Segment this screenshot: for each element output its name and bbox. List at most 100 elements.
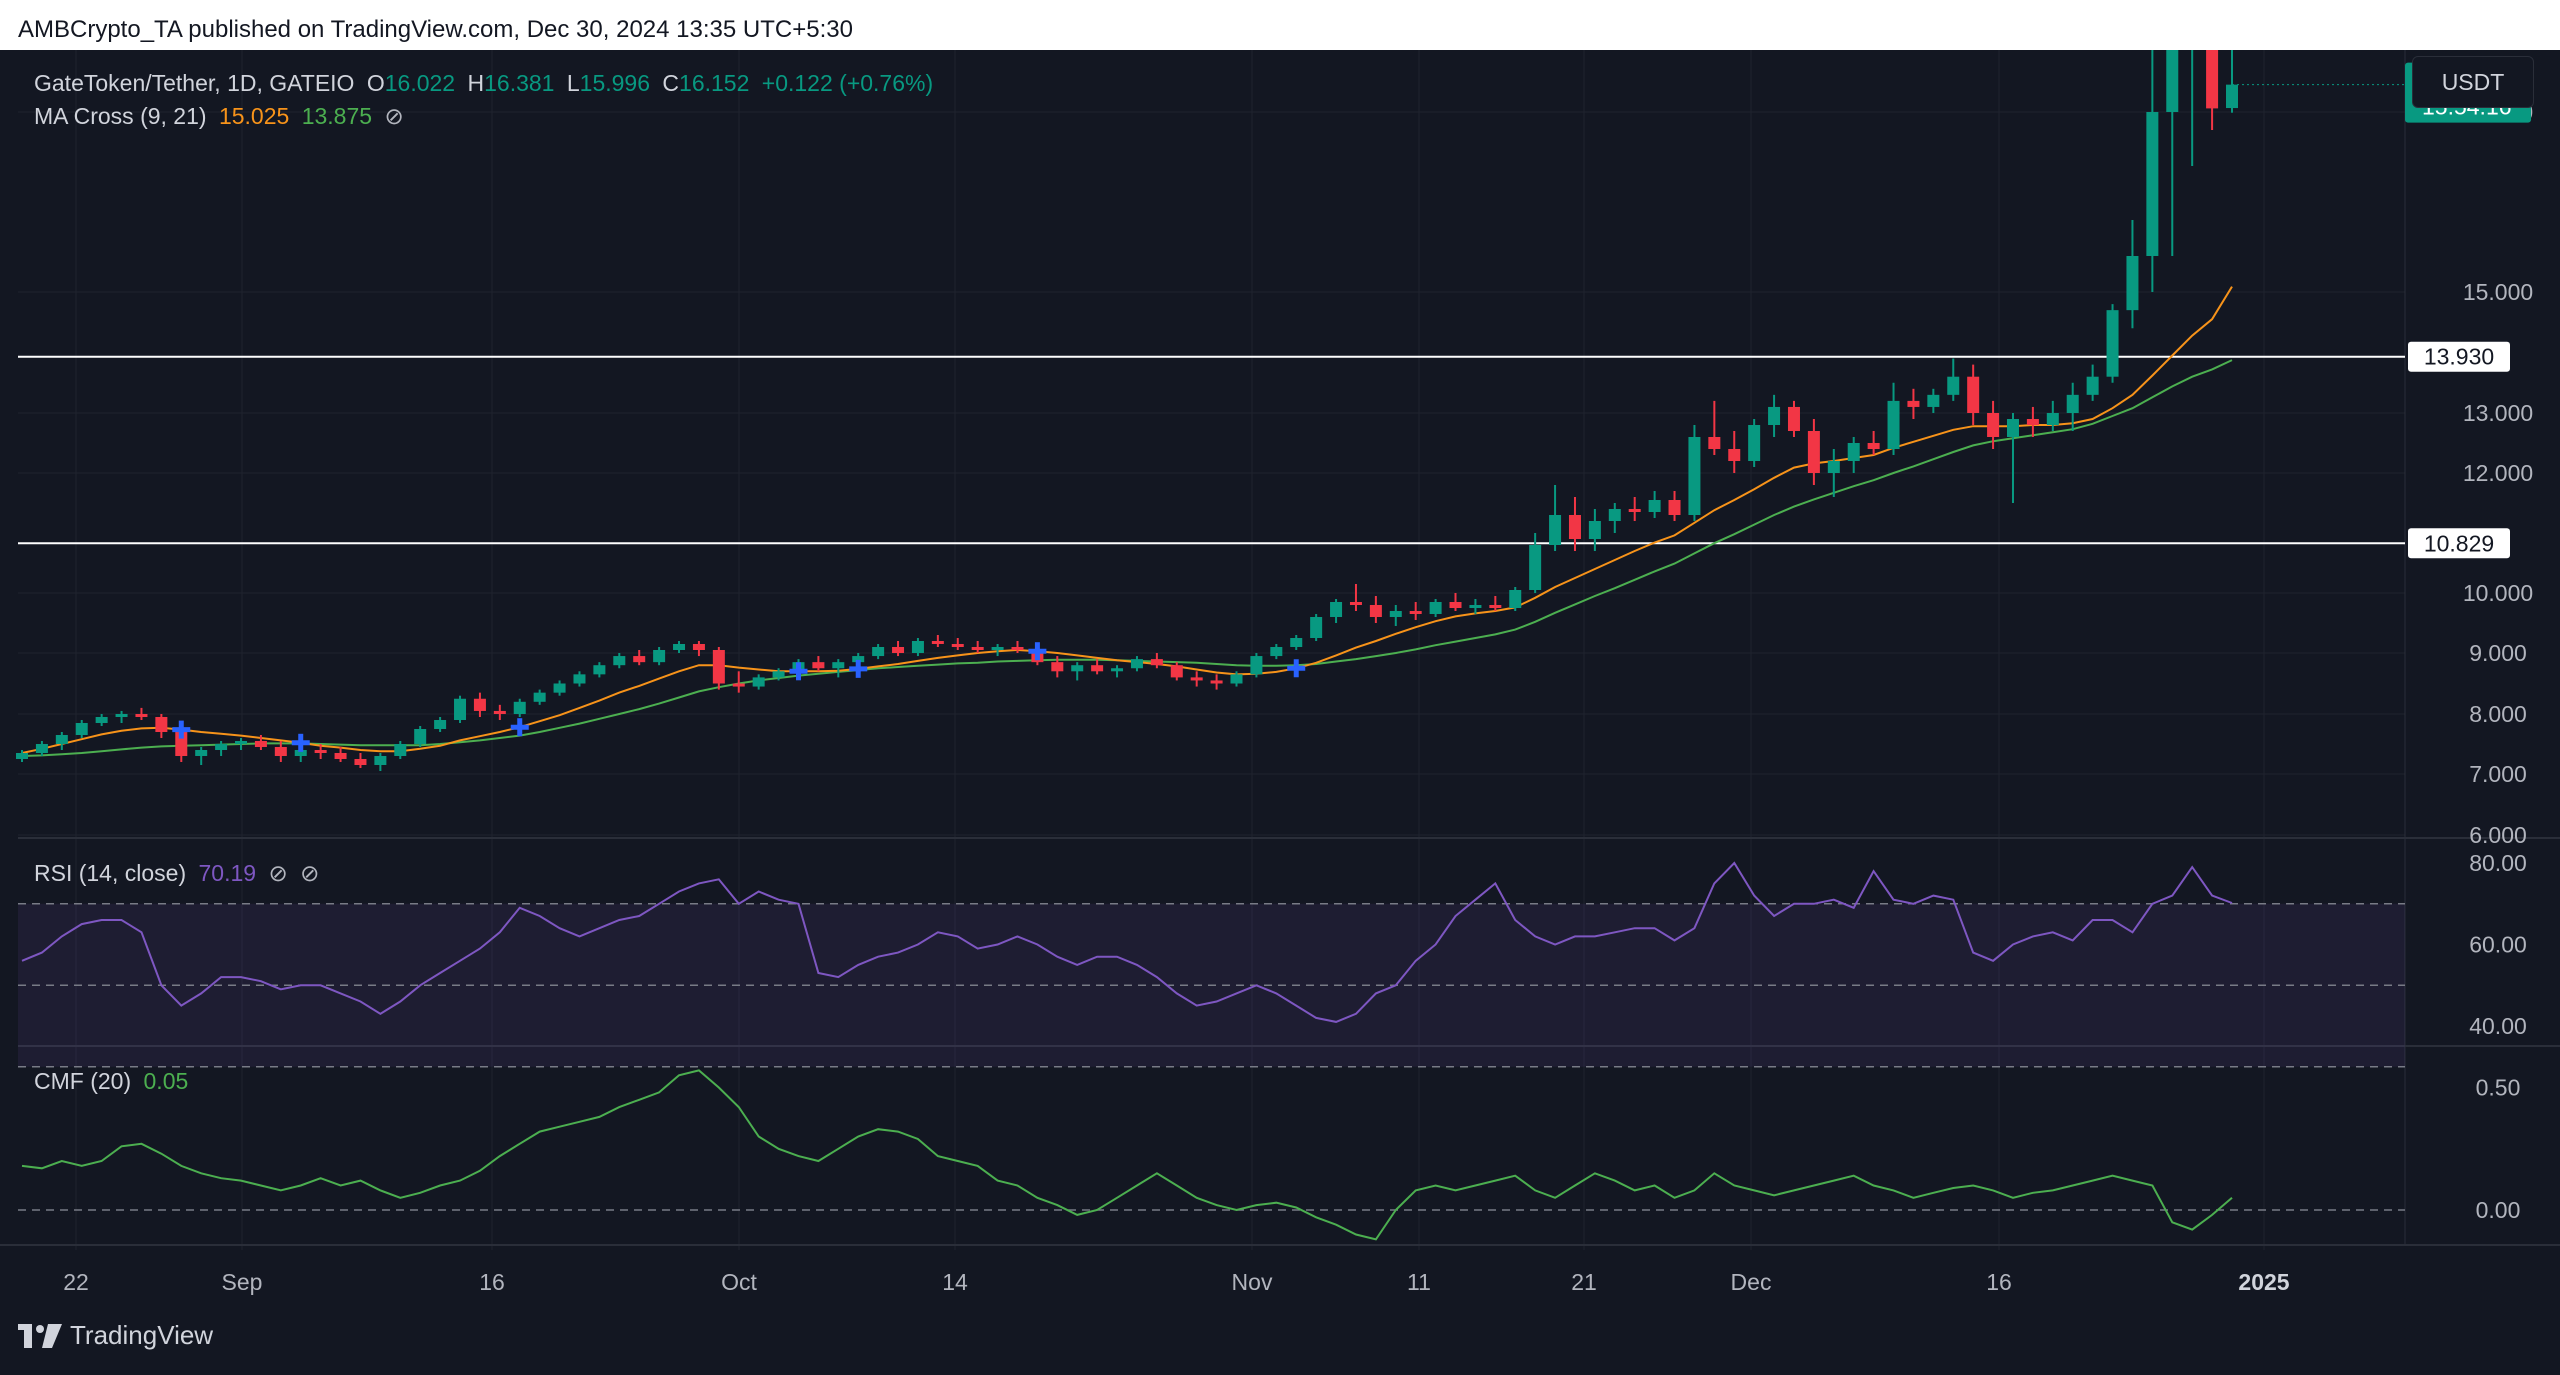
candle-body: [334, 753, 347, 759]
candle-body: [1170, 665, 1183, 678]
candle-body: [1708, 437, 1721, 449]
candle-body: [1668, 500, 1681, 515]
rsi-label[interactable]: RSI (14, close): [34, 860, 187, 886]
rsi-tick-label: 80.00: [2469, 850, 2527, 876]
currency-button[interactable]: USDT: [2412, 56, 2534, 108]
candle-body: [16, 753, 28, 759]
candle-body: [1330, 602, 1343, 617]
candle-body: [573, 674, 586, 684]
candle-body: [752, 677, 765, 687]
candle-body: [2106, 310, 2119, 377]
publish-info: AMBCrypto_TA published on TradingView.co…: [18, 16, 853, 43]
candle-body: [1509, 590, 1522, 608]
candle-body: [1887, 400, 1900, 449]
main-legend: GateToken/Tether, 1D, GATEIO O16.022 H16…: [34, 70, 939, 97]
candle-body: [1349, 602, 1362, 605]
candle-body: [1907, 400, 1920, 407]
ma-slow-value: 13.875: [301, 103, 373, 129]
cmf-value: 0.05: [143, 1068, 189, 1094]
ma-label[interactable]: MA Cross (9, 21): [34, 103, 207, 129]
cmf-label[interactable]: CMF (20): [34, 1068, 132, 1094]
cmf-line: [21, 1069, 2233, 1241]
candle-body: [553, 683, 566, 693]
rsi-tick-label: 40.00: [2469, 1013, 2527, 1039]
hide-icon[interactable]: ⊘: [300, 860, 320, 886]
candle-body: [354, 759, 367, 765]
time-tick-label: Sep: [222, 1269, 263, 1295]
level-price-label: 13.930: [2424, 344, 2494, 370]
candle-body: [1568, 515, 1581, 539]
candle-body: [195, 750, 208, 756]
brand-name: TradingView: [70, 1320, 214, 1350]
chart-frame: 16.96913.93010.8296.0007.0008.0009.00010…: [0, 50, 2560, 1375]
high-label: H: [467, 70, 485, 96]
high-value: 16.381: [484, 70, 555, 96]
candle-body: [1807, 431, 1820, 473]
candle-body: [2066, 394, 2079, 413]
candle-body: [533, 692, 546, 702]
candle-body: [1130, 659, 1143, 669]
candle-body: [414, 729, 427, 744]
candle-body: [1648, 500, 1661, 512]
candle-body: [513, 701, 526, 714]
candle-body: [712, 650, 725, 684]
close-value: 16.152: [679, 70, 750, 96]
candle-body: [1469, 605, 1482, 608]
candle-body: [254, 741, 267, 747]
candle-body: [1111, 668, 1124, 672]
time-tick-label: 14: [942, 1269, 968, 1295]
time-tick-label: 22: [63, 1269, 89, 1295]
candle-body: [1409, 611, 1422, 614]
hide-icon[interactable]: ⊘: [268, 860, 288, 886]
candle-body: [613, 656, 626, 666]
candle-body: [2146, 112, 2159, 256]
rsi-value: 70.19: [198, 860, 257, 886]
candle-body: [2006, 419, 2019, 437]
time-tick-label: Oct: [721, 1269, 757, 1295]
ma-legend: MA Cross (9, 21) 15.025 13.875 ⊘: [34, 103, 410, 130]
candle-body: [1608, 509, 1621, 521]
candle-body: [1728, 449, 1741, 461]
candle-body: [95, 717, 108, 723]
candle-body: [2026, 419, 2039, 425]
price-tick-label: 7.000: [2469, 761, 2527, 787]
publish-header: AMBCrypto_TA published on TradingView.co…: [0, 0, 2560, 50]
candle-body: [633, 656, 646, 663]
candle-body: [75, 723, 88, 735]
candle-body: [493, 710, 506, 714]
rsi-tick-label: 60.00: [2469, 932, 2527, 958]
candle-body: [832, 662, 845, 669]
cmf-legend: CMF (20) 0.05: [34, 1068, 194, 1095]
symbol-label[interactable]: GateToken/Tether, 1D, GATEIO: [34, 70, 355, 96]
open-value: 16.022: [384, 70, 456, 96]
candle-body: [1549, 515, 1562, 545]
candle-body: [2126, 256, 2139, 311]
time-tick-label: 16: [1986, 1269, 2012, 1295]
price-tick-label: 12.000: [2463, 460, 2533, 486]
ma-fast-line: [21, 286, 2233, 754]
candle-body: [653, 650, 666, 663]
candle-body: [454, 698, 467, 720]
candle-body: [1748, 425, 1761, 461]
candle-body: [852, 656, 865, 663]
close-label: C: [662, 70, 680, 96]
candle-body: [931, 641, 944, 644]
candle-body: [1768, 406, 1781, 425]
rsi-legend: RSI (14, close) 70.19 ⊘ ⊘: [34, 860, 325, 887]
chart-canvas[interactable]: 16.96913.93010.8296.0007.0008.0009.00010…: [0, 50, 2560, 1375]
candle-body: [1389, 611, 1402, 617]
candle-body: [991, 647, 1004, 650]
candle-body: [2046, 413, 2059, 425]
candle-body: [1489, 605, 1502, 608]
candle-body: [732, 683, 745, 687]
level-price-tag: [2408, 341, 2510, 372]
candle-body: [2086, 376, 2099, 395]
hide-icon[interactable]: ⊘: [384, 103, 404, 129]
candle-body: [473, 698, 486, 711]
price-tick-label: 8.000: [2469, 701, 2527, 727]
candle-body: [1250, 656, 1263, 675]
candle-body: [872, 647, 885, 657]
candle-body: [1927, 394, 1940, 407]
brand-logo: TradingView: [18, 1320, 213, 1351]
candle-body: [673, 644, 686, 650]
